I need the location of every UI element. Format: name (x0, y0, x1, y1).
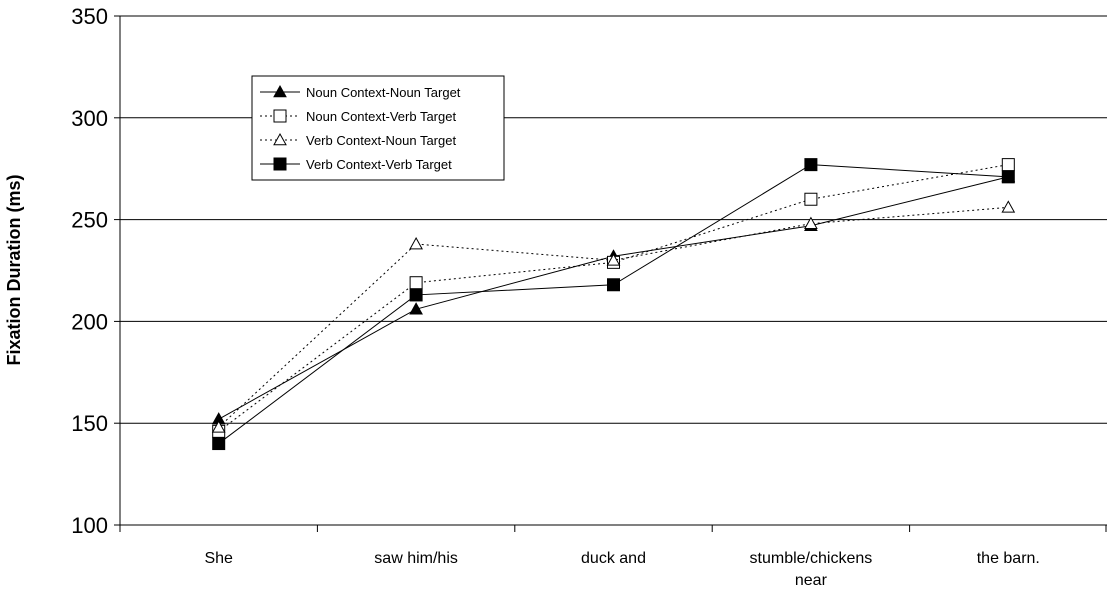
x-tick-label-line: duck and (581, 550, 646, 567)
data-point-verb-context-noun-target-0 (211, 420, 226, 433)
y-tick-label-300: 300 (71, 106, 108, 131)
series-lines (211, 158, 1016, 451)
axes (114, 15, 1107, 532)
data-point-verb-context-noun-target-4 (1001, 200, 1016, 213)
legend-label: Verb Context-Noun Target (306, 133, 456, 148)
legend-box (251, 75, 505, 181)
data-point-noun-context-verb-target-3 (804, 192, 818, 206)
x-tick-label-she: She (204, 550, 233, 567)
x-tick-label-line: near (795, 572, 828, 589)
data-point-noun-context-verb-target-1 (409, 276, 423, 290)
series-line-noun-context-noun-target (218, 176, 1009, 420)
legend-entry-noun-context-verb-target: Noun Context-Verb Target (260, 109, 456, 124)
legend-label: Verb Context-Verb Target (306, 157, 452, 172)
data-point-noun-context-noun-target-1 (409, 302, 423, 315)
y-axis-label: Fixation Duration (ms) (4, 174, 24, 365)
y-tick-label-350: 350 (71, 4, 108, 29)
data-point-verb-context-verb-target-4 (1001, 170, 1015, 184)
y-tick-label-250: 250 (71, 208, 108, 233)
x-tick-label-duck-and: duck and (581, 550, 646, 567)
y-tick-label-150: 150 (71, 411, 108, 436)
x-tick-label-saw-him-his: saw him/his (374, 550, 458, 567)
y-tick-label-100: 100 (71, 513, 108, 538)
data-point-verb-context-noun-target-1 (409, 237, 423, 250)
data-point-verb-context-noun-target-3 (804, 216, 818, 229)
legend: Noun Context-Noun Target Noun Context-Ver… (251, 75, 505, 181)
data-point-verb-context-noun-target-2 (606, 253, 621, 266)
x-tick-label-stumble-chickens-near: stumble/chickens near (750, 550, 873, 589)
series-noun-context-noun-target (211, 169, 1016, 425)
series-verb-context-verb-target (212, 158, 1015, 451)
legend-entry-noun-context-noun-target: Noun Context-Noun Target (260, 84, 461, 100)
x-tick-label-line: the barn. (977, 550, 1040, 567)
y-tick-labels: 100 150 200 250 300 350 (71, 4, 108, 538)
legend-marker (273, 132, 287, 146)
series-line-verb-context-noun-target (218, 206, 1009, 428)
series-line-noun-context-verb-target (218, 164, 1009, 432)
legend-marker (273, 157, 287, 171)
y-tick-label-200: 200 (71, 309, 108, 334)
x-tick-labels: She saw him/his duck and stumble/chickens ne… (204, 550, 1039, 589)
data-point-noun-context-verb-target-4 (1001, 158, 1015, 172)
data-point-verb-context-verb-target-0 (212, 437, 226, 451)
x-tick-label-line: stumble/chickens (750, 550, 873, 567)
series-noun-context-verb-target (212, 158, 1015, 438)
data-point-verb-context-verb-target-1 (409, 288, 423, 302)
legend-marker (273, 109, 287, 123)
legend-label: Noun Context-Verb Target (306, 109, 456, 124)
x-tick-label-the-barn: the barn. (977, 550, 1040, 567)
legend-label: Noun Context-Noun Target (306, 85, 461, 100)
data-point-verb-context-verb-target-3 (804, 158, 818, 172)
legend-entry-verb-context-noun-target: Verb Context-Noun Target (260, 132, 456, 148)
data-point-verb-context-verb-target-2 (607, 278, 620, 292)
series-verb-context-noun-target (211, 200, 1016, 433)
x-tick-label-line: saw him/his (374, 550, 458, 567)
legend-entry-verb-context-verb-target: Verb Context-Verb Target (260, 157, 452, 172)
x-tick-label-line: She (204, 550, 233, 567)
legend-marker (273, 84, 287, 98)
